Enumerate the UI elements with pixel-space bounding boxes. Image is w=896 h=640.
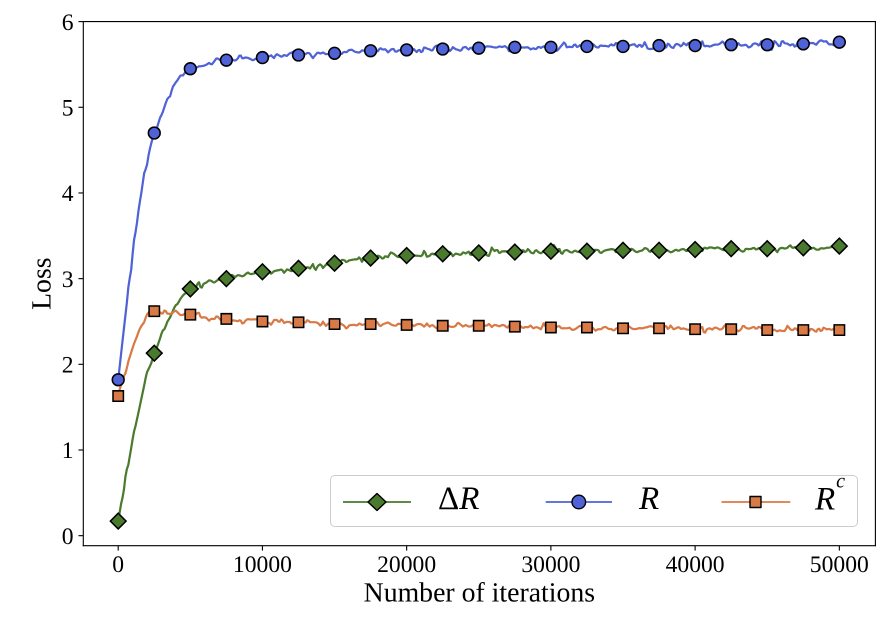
svg-text:5: 5 xyxy=(62,95,74,121)
svg-text:4: 4 xyxy=(62,180,75,206)
svg-text:50000: 50000 xyxy=(810,551,869,577)
svg-text:Number of iterations: Number of iterations xyxy=(364,578,596,609)
svg-text:Loss: Loss xyxy=(27,257,58,310)
svg-text:0: 0 xyxy=(112,551,124,577)
svg-text:30000: 30000 xyxy=(521,551,580,577)
svg-text:2: 2 xyxy=(62,352,74,378)
svg-text:20000: 20000 xyxy=(377,551,436,577)
svg-text:6: 6 xyxy=(62,9,74,35)
svg-text:10000: 10000 xyxy=(233,551,292,577)
svg-text:1: 1 xyxy=(62,437,74,463)
svg-text:3: 3 xyxy=(62,266,74,292)
svg-text:0: 0 xyxy=(62,523,74,549)
svg-text:40000: 40000 xyxy=(666,551,725,577)
